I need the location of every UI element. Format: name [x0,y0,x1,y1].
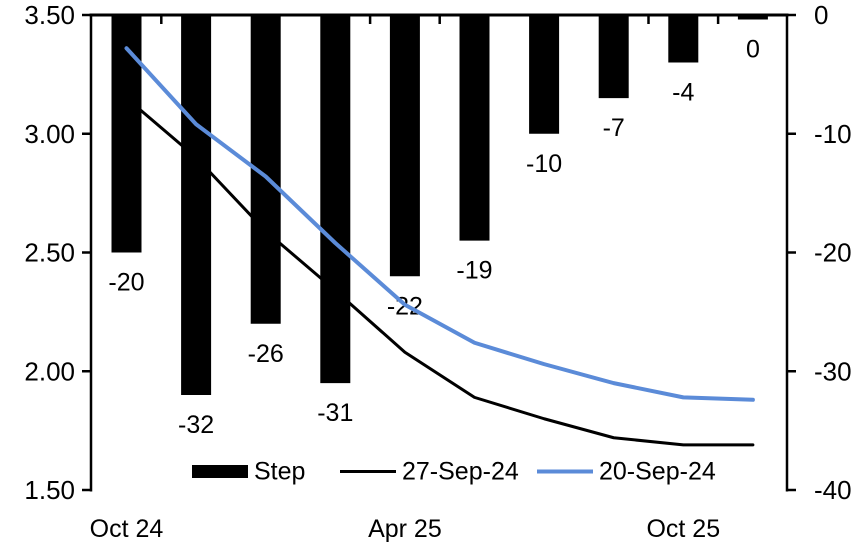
step-bar-label: -19 [456,257,492,285]
step-bar-label: 0 [746,36,760,64]
legend-label: Step [254,458,305,486]
left-axis-tick-label: 2.50 [24,238,75,268]
step-bar-label: -10 [526,150,562,178]
x-axis-label: Oct 25 [646,515,720,543]
step-bar-label: -32 [178,411,214,439]
step-bar [320,15,351,384]
rate-line-20-sep-24 [124,46,755,402]
step-bar-label: -26 [248,340,284,368]
right-axis-tick-label: -10 [814,119,852,149]
legend-bar-swatch [192,465,248,478]
left-axis-tick-label: 3.50 [24,0,75,30]
left-axis-tick-label: 1.50 [24,475,75,505]
step-bar [598,15,629,99]
right-axis-tick-label: 0 [814,0,828,30]
left-axis-tick-label: 3.00 [24,119,75,149]
step-bar-label: -7 [603,114,625,142]
x-axis-label: Apr 25 [368,515,442,543]
step-bar [737,15,768,20]
rate-line-27-sep-24 [125,96,755,447]
legend-label: 27-Sep-24 [402,458,519,486]
left-axis-tick-label: 2.00 [24,356,75,386]
step-bar [529,15,560,134]
x-axis-label: Oct 24 [90,515,164,543]
step-bar [389,15,420,277]
right-axis-tick-label: -40 [814,475,852,505]
step-bar-label: -4 [672,79,694,107]
step-bar [111,15,142,253]
step-bar-label: -31 [317,399,353,427]
right-axis-tick-label: -30 [814,356,852,386]
step-bar-label: -20 [108,269,144,297]
right-axis-tick-label: -20 [814,238,852,268]
legend-label: 20-Sep-24 [599,458,716,486]
step-bar [459,15,490,241]
step-bar [181,15,212,395]
step-bar [668,15,699,63]
